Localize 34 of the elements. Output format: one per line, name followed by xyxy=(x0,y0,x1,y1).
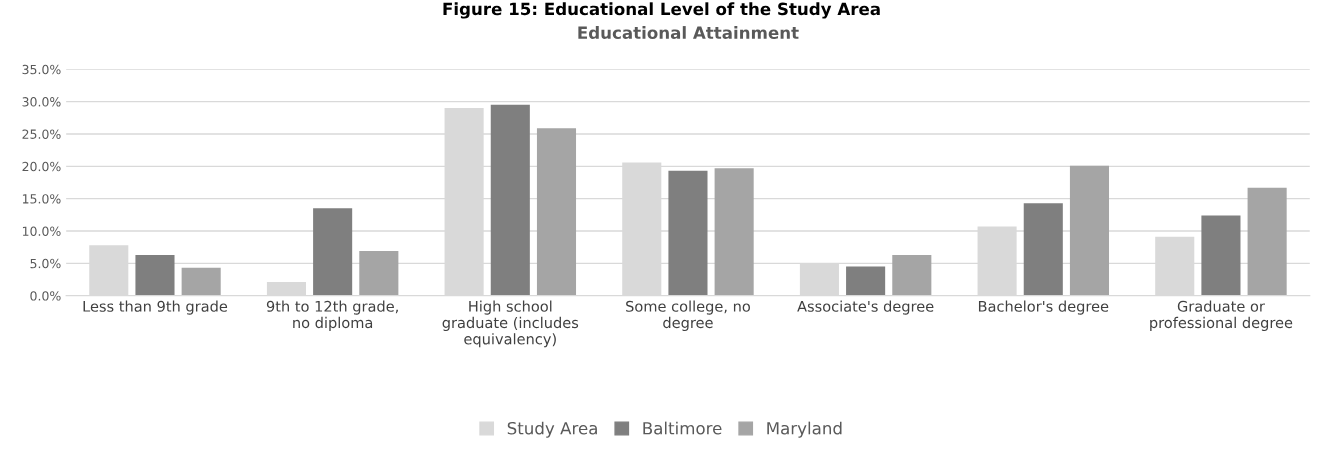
x-tick-label: Bachelor's degree xyxy=(978,300,1109,315)
y-tick-label: 25.0% xyxy=(22,129,61,139)
chart-title: Educational Attainment xyxy=(578,26,799,39)
bar xyxy=(1023,203,1063,296)
y-tick-label: 20.0% xyxy=(22,161,61,172)
y-tick-label: 35.0% xyxy=(22,64,61,75)
bar xyxy=(1069,165,1110,296)
x-tick-label: Less than 9th grade xyxy=(83,300,228,315)
bar xyxy=(1247,187,1287,296)
x-tick-label: Some college, no degree xyxy=(626,300,750,331)
bar xyxy=(359,251,399,296)
chart-subtitle: Figure 15: Educational Level of the Study Area xyxy=(443,2,880,19)
bar xyxy=(668,170,708,296)
legend-label: Baltimore xyxy=(643,421,722,435)
y-tick-label: 15.0% xyxy=(22,194,61,204)
x-tick-label: Graduate or professional degree xyxy=(1150,300,1293,331)
x-tick-label: 9th to 12th grade, no diploma xyxy=(266,300,398,331)
legend-label: Maryland xyxy=(767,421,842,438)
y-tick-label: 5.0% xyxy=(30,258,61,269)
bar xyxy=(1201,215,1241,296)
x-tick-label: High school graduate (includes equivalency) xyxy=(442,300,579,348)
y-tick-label: 30.0% xyxy=(22,97,61,107)
y-tick-label: 10.0% xyxy=(22,226,61,236)
bar xyxy=(846,266,886,296)
y-tick-label: 0.0% xyxy=(30,291,61,301)
x-tick-label: Associate's degree xyxy=(797,300,934,315)
bar xyxy=(135,254,175,296)
bar xyxy=(714,168,754,296)
bar xyxy=(181,267,221,296)
bar xyxy=(536,128,577,296)
bar xyxy=(313,208,353,296)
bar xyxy=(892,254,932,296)
legend-label: Study Area xyxy=(507,421,597,438)
bar xyxy=(490,104,530,296)
